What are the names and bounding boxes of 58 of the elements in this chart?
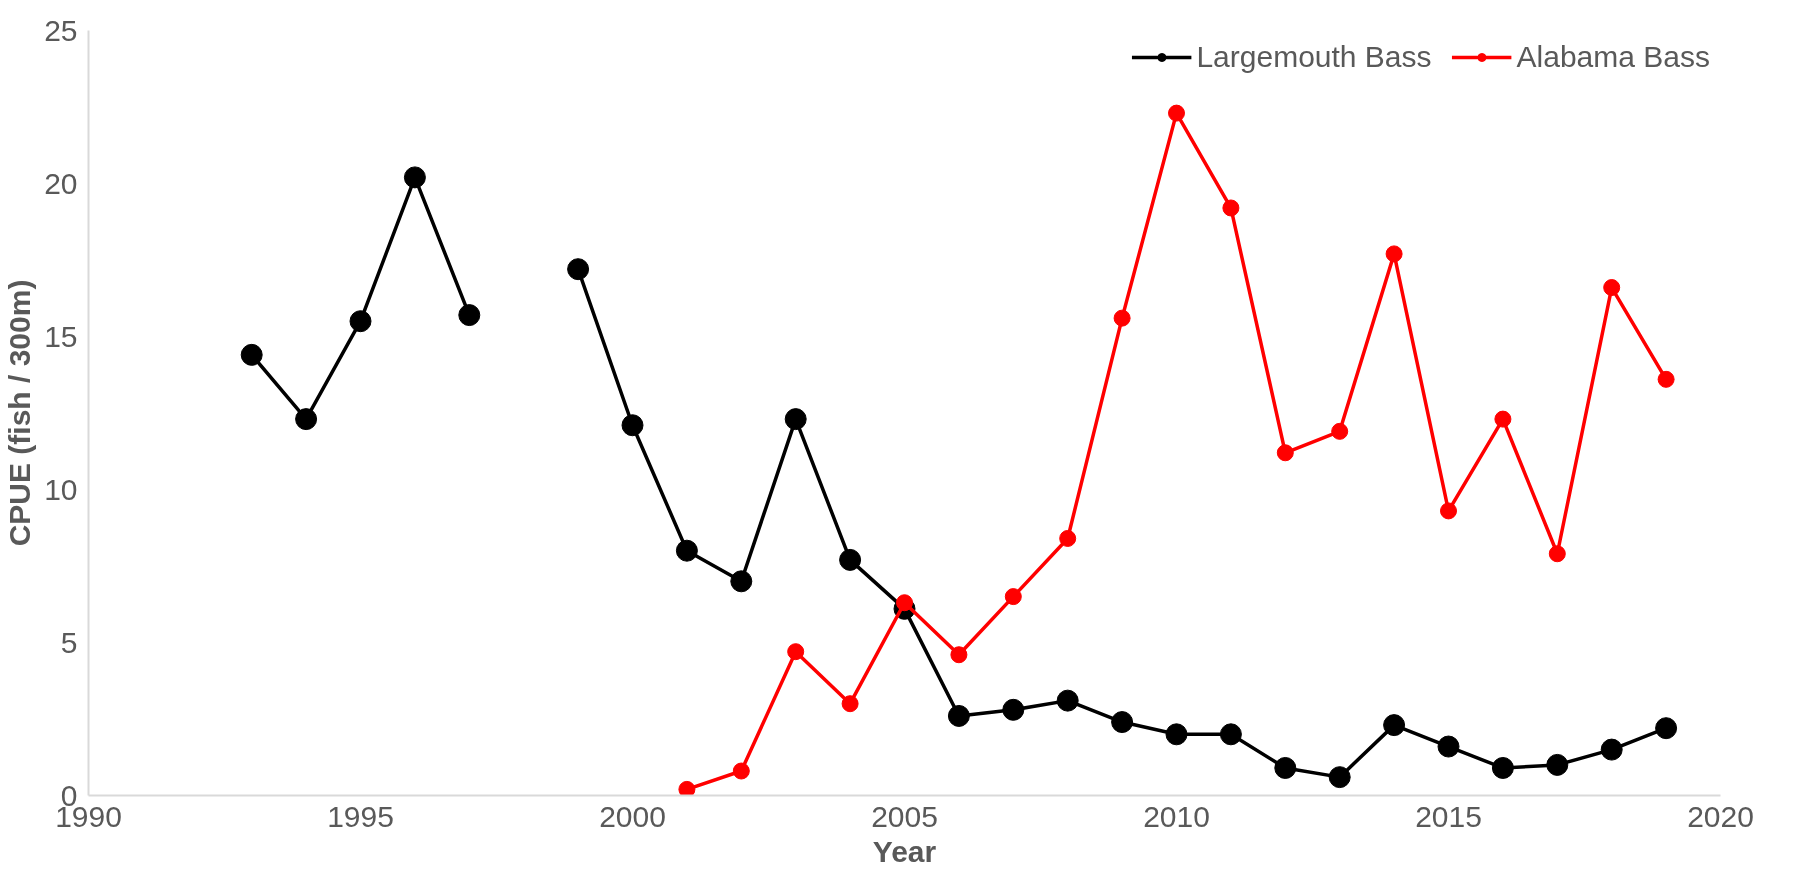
point (349, 310, 372, 333)
point (1168, 104, 1185, 122)
x-tick-label: 2005 (871, 799, 938, 833)
point (1655, 717, 1678, 740)
point (839, 548, 862, 571)
point (1059, 529, 1077, 547)
point (1274, 756, 1297, 779)
y-tick-label: 10 (44, 472, 78, 506)
x-axis-title: Year (872, 834, 937, 868)
x-tick-label: 1995 (327, 799, 394, 833)
point (675, 539, 698, 562)
point (567, 258, 590, 281)
point (730, 570, 753, 593)
x-tick-label: 2020 (1687, 799, 1754, 833)
y-tick-label: 20 (44, 166, 78, 200)
point (1494, 410, 1512, 428)
y-tick-label: 25 (44, 13, 78, 47)
point (841, 695, 859, 713)
point (947, 704, 970, 727)
y-tick-label: 5 (60, 625, 78, 659)
point (1165, 723, 1188, 746)
x-tick-label: 2010 (1143, 799, 1210, 833)
point (240, 343, 263, 366)
x-tick-label: 2015 (1415, 799, 1482, 833)
point (1383, 714, 1406, 737)
point (1385, 245, 1403, 263)
point (1111, 711, 1134, 734)
point (403, 166, 426, 189)
point (1004, 588, 1022, 606)
point (458, 304, 481, 327)
point (1546, 753, 1569, 776)
point (1548, 545, 1566, 563)
point (1331, 422, 1349, 440)
y-axis-title: CPUE (fish / 300m) (3, 279, 37, 547)
point (787, 643, 805, 661)
y-tick-label: 15 (44, 319, 78, 353)
point (1440, 502, 1457, 520)
point (1600, 738, 1623, 761)
point (732, 762, 750, 780)
legend-label: Alabama Bass (1516, 40, 1710, 74)
point (1603, 279, 1621, 297)
point (1657, 370, 1675, 388)
legend-label: Largemouth Bass (1196, 40, 1432, 74)
point (1219, 723, 1242, 746)
point (784, 408, 807, 431)
point (1491, 756, 1514, 779)
point (1113, 309, 1131, 327)
point (1056, 689, 1079, 712)
point (295, 408, 318, 431)
point (1222, 199, 1240, 217)
point (1328, 766, 1351, 789)
point (950, 646, 968, 664)
x-tick-label: 2000 (599, 799, 666, 833)
point (1276, 444, 1294, 462)
point (621, 414, 644, 437)
point (1002, 698, 1025, 721)
point (678, 780, 696, 796)
point (1437, 735, 1460, 758)
